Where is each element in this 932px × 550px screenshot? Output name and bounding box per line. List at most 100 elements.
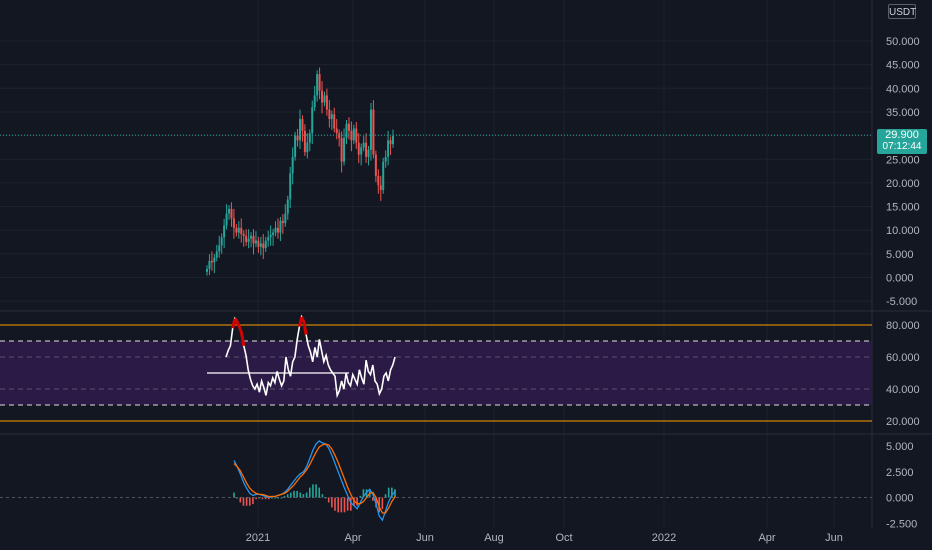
macd-histogram-bar <box>346 497 349 511</box>
macd-histogram-bar <box>280 497 283 499</box>
rsi-overbought-segment <box>302 321 308 335</box>
candle-body <box>333 114 336 129</box>
macd-histogram-bar <box>362 489 365 498</box>
candle-body <box>276 227 279 233</box>
price-tick-label: -5.000 <box>886 296 917 308</box>
macd-histogram-bar <box>334 497 336 511</box>
candle-body <box>208 260 211 269</box>
candle-body <box>228 208 231 214</box>
candle-body <box>223 225 226 238</box>
price-tick-label: 0.000 <box>886 273 914 285</box>
candle-body <box>308 133 311 143</box>
price-axis[interactable]: 50.000 45.000 40.000 35.000 25.000 20.000 15.0… <box>886 36 920 530</box>
macd-histogram-bar <box>343 497 346 513</box>
candle-body <box>225 213 228 226</box>
macd-histogram-bar <box>239 497 242 503</box>
macd-histogram-bar <box>359 495 362 498</box>
candle-body <box>306 142 309 153</box>
macd-tick-label: 2.500 <box>886 467 914 479</box>
price-tick-label: 15.000 <box>886 202 920 214</box>
macd-histogram-bar <box>356 497 358 506</box>
price-tick-label: 5.000 <box>886 249 914 261</box>
rsi-band <box>0 324 872 422</box>
macd-histogram-bar <box>261 497 264 500</box>
price-candles[interactable] <box>206 67 394 276</box>
candle-body <box>220 237 223 246</box>
price-tick-label: 35.000 <box>886 107 920 119</box>
candle-body <box>362 142 365 148</box>
candle-body <box>382 161 385 190</box>
macd-tick-label: 5.000 <box>886 441 914 453</box>
macd-histogram-bar <box>286 494 289 498</box>
candle-body <box>387 140 390 157</box>
candle-body <box>242 233 245 236</box>
price-tick-label: 25.000 <box>886 154 920 166</box>
candle-body <box>325 95 328 110</box>
currency-selector-button[interactable]: USDT <box>888 4 916 19</box>
candle-body <box>294 135 297 157</box>
time-tick-label: Oct <box>555 532 572 544</box>
candle-body <box>340 137 343 162</box>
macd-histogram-bar <box>315 484 317 498</box>
candle-body <box>369 109 372 150</box>
candle-body <box>372 109 375 155</box>
macd-histogram-bar <box>264 497 267 500</box>
candle-body <box>215 251 218 258</box>
signal-line <box>233 443 396 514</box>
candle-body <box>360 147 363 155</box>
macd-histogram-bar <box>255 497 257 500</box>
time-tick-label: 2021 <box>246 532 270 544</box>
macd-histogram-bar <box>340 497 343 513</box>
rsi-overbought-segment <box>300 316 306 323</box>
candle-body <box>279 220 282 233</box>
macd-histogram-bar <box>233 492 235 498</box>
candle-body <box>303 130 306 153</box>
candle-body <box>343 137 346 162</box>
candle-body <box>338 133 341 138</box>
candle-body <box>272 232 275 235</box>
candle-body <box>281 220 284 224</box>
candle-body <box>218 245 221 252</box>
time-tick-label: Jun <box>416 532 434 544</box>
macd-histogram-bar <box>308 487 311 498</box>
candle-body <box>240 227 243 234</box>
rsi-overbought-segment <box>235 321 241 328</box>
price-tick-label: 45.000 <box>886 60 920 72</box>
chart-grid <box>0 0 872 528</box>
candle-body <box>323 95 326 103</box>
macd-histogram-bar <box>381 497 384 510</box>
rsi-tick-label: 20.000 <box>886 416 920 428</box>
rsi-line <box>225 314 396 399</box>
candle-body <box>250 235 253 239</box>
candle-body <box>210 260 213 263</box>
candle-body <box>384 156 387 162</box>
candle-body <box>377 175 380 186</box>
candle-body <box>299 119 301 141</box>
candle-body <box>311 107 314 134</box>
macd-histogram-bar <box>337 497 339 513</box>
candle-body <box>213 257 216 263</box>
candle-body <box>389 140 392 145</box>
candle-body <box>230 208 233 219</box>
macd-histogram-bar <box>391 487 393 498</box>
time-axis[interactable]: 2021 Apr Jun Aug Oct 2022 Apr Jun <box>246 532 843 544</box>
candle-body <box>291 156 294 174</box>
candle-body <box>321 90 324 103</box>
candle-body <box>232 218 235 228</box>
candle-body <box>264 240 267 249</box>
candle-body <box>374 154 377 176</box>
macd-histogram-bar <box>312 484 314 498</box>
macd-histogram-bar <box>252 497 254 505</box>
candle-body <box>245 235 248 243</box>
candle-body <box>301 119 304 131</box>
candle-body <box>247 238 250 243</box>
candle-body <box>259 243 262 247</box>
macd-histogram-bar <box>372 497 374 501</box>
candle-body <box>286 199 289 214</box>
time-tick-label: Apr <box>758 532 775 544</box>
rsi-overbought-segment <box>233 317 239 323</box>
candle-body <box>392 136 394 145</box>
rsi-overbought-segment <box>240 332 246 347</box>
time-tick-label: 2022 <box>652 532 676 544</box>
